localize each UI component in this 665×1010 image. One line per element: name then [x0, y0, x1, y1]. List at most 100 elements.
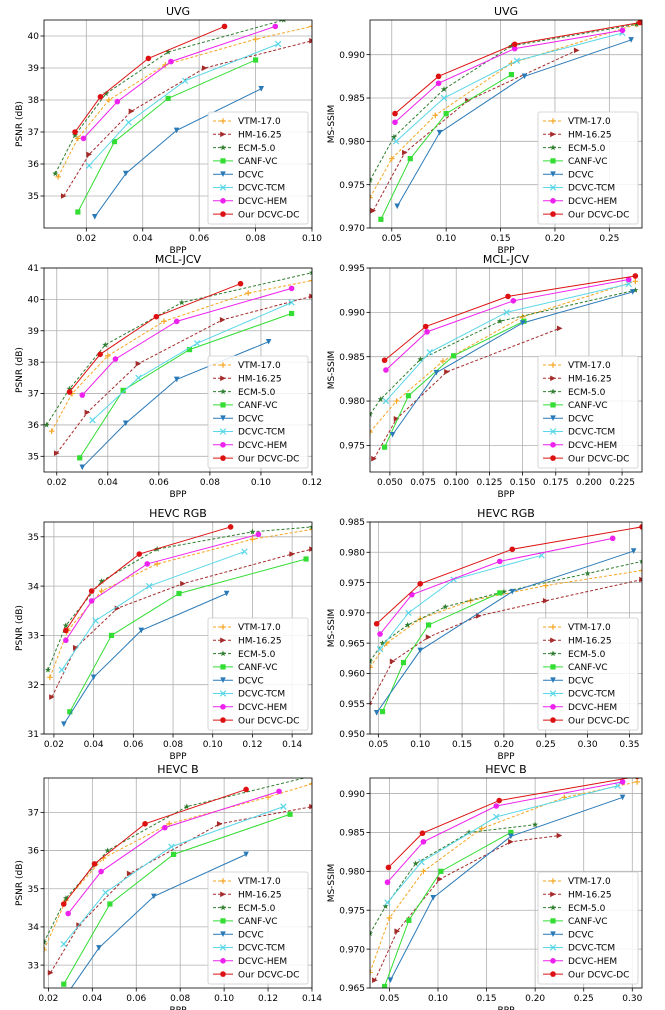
legend-canf-vc-marker: [220, 158, 226, 164]
legend-vtm-17-0-label: VTM-17.0: [238, 361, 281, 371]
series-dcvc-tcm-line: [88, 43, 279, 166]
series-our-dcvc-dc-marker: [381, 357, 388, 364]
series-our-dcvc-dc-line: [65, 526, 231, 631]
series-vtm-17-0-marker: [386, 915, 393, 921]
chart-title: HEVC RGB: [149, 507, 207, 520]
legend-canf-vc-marker: [550, 918, 556, 924]
legend-ecm-5-0-marker: [549, 144, 557, 151]
series-dcvc-tcm-marker: [614, 782, 621, 790]
series-ecm-5-0-marker: [466, 829, 473, 836]
series-dcvc-hem-marker: [493, 803, 500, 809]
series-dcvc-hem-line: [83, 25, 276, 139]
series-hm-16-25-marker: [72, 644, 79, 651]
series-dcvc-tcm-line: [61, 551, 245, 671]
legend: VTM-17.0 HM-16.25 ECM-5.0 CANF-VC DCVC DCVC-T…: [537, 617, 639, 731]
x-axis-label: BPP: [169, 490, 187, 500]
series-group: [44, 523, 312, 727]
series-canf-vc-marker: [438, 868, 444, 874]
legend-dcvc-tcm-label: DCVC-TCM: [568, 944, 615, 954]
series-dcvc-hem-marker: [276, 788, 282, 795]
legend-dcvc-label: DCVC: [238, 930, 264, 940]
legend-dcvc-tcm-label: DCVC-TCM: [238, 428, 285, 438]
series-canf-vc-line: [79, 313, 292, 459]
series-dcvc-tcm-marker: [60, 940, 67, 948]
series-dcvc-hem-marker: [384, 879, 391, 886]
chart-title: MCL-JCV: [155, 253, 202, 266]
series-vtm-17-0-marker: [252, 36, 259, 42]
series-dcvc-marker: [265, 338, 272, 345]
series-ecm-5-0-marker: [71, 132, 79, 138]
series-dcvc-marker: [628, 37, 634, 43]
legend-vtm-17-0-label: VTM-17.0: [568, 361, 611, 371]
series-hm-16-25-marker: [202, 65, 208, 71]
y-axis-label: MS-SSIM: [327, 105, 337, 144]
series-dcvc-tcm-marker: [625, 280, 632, 288]
series-vtm-17-0-marker: [105, 353, 111, 359]
legend-dcvc-hem-marker: [220, 958, 226, 964]
y-tick-label: 36: [28, 160, 40, 170]
series-vtm-17-0-marker: [48, 428, 55, 434]
y-tick-label: 0.975: [339, 181, 365, 191]
legend-vtm-17-0-label: VTM-17.0: [568, 117, 611, 127]
series-canf-vc-marker: [287, 811, 293, 817]
series-vtm-17-0-marker: [44, 947, 47, 953]
series-canf-vc-marker: [405, 393, 412, 399]
chart-panel-3: 0.02 0.04 0.06 0.08 0.10 0.12 35 36 37 38 39 40 41 MC…: [15, 253, 322, 500]
legend-dcvc-hem-label: DCVC-HEM: [238, 957, 287, 967]
x-tick-label: 0.08: [200, 478, 220, 488]
series-dcvc-hem-marker: [80, 135, 87, 142]
series-dcvc-tcm-marker: [288, 299, 295, 306]
legend: VTM-17.0 HM-16.25 ECM-5.0 CANF-VC DCVC DCVC-T…: [537, 871, 639, 985]
series-dcvc-marker: [151, 893, 157, 900]
series-dcvc-hem-line: [379, 537, 613, 635]
series-dcvc-marker: [63, 993, 69, 999]
x-tick-label: 0.20: [525, 994, 545, 1004]
series-dcvc-hem-line: [387, 781, 623, 883]
series-our-dcvc-dc-marker: [243, 786, 249, 793]
series-dcvc-hem-marker: [424, 329, 430, 335]
series-vtm-17-0-marker: [370, 429, 373, 435]
legend: VTM-17.0 HM-16.25 ECM-5.0 CANF-VC DCVC DCVC-T…: [537, 111, 639, 225]
legend-ecm-5-0-label: ECM-5.0: [238, 388, 276, 398]
series-our-dcvc-dc-marker: [237, 280, 244, 287]
series-ecm-5-0-marker: [370, 930, 374, 937]
series-vtm-17-0-marker: [166, 821, 173, 827]
x-tick-label: 0.25: [536, 740, 556, 750]
series-vtm-17-0-marker: [393, 398, 400, 404]
y-tick-label: 0.985: [339, 518, 365, 528]
series-vtm-17-0-marker: [106, 97, 112, 103]
series-dcvc-tcm-marker: [513, 57, 521, 64]
legend-dcvc-hem-marker: [220, 704, 226, 710]
x-tick-label: 0.06: [126, 994, 146, 1004]
series-our-dcvc-dc-marker: [142, 821, 148, 827]
series-hm-16-25-marker: [508, 838, 514, 845]
series-canf-vc-marker: [186, 347, 193, 353]
legend: VTM-17.0 HM-16.25 ECM-5.0 CANF-VC DCVC DCVC-T…: [207, 111, 309, 225]
series-ecm-5-0-marker: [103, 90, 110, 97]
series-hm-16-25-marker: [126, 870, 133, 877]
x-axis-label: BPP: [169, 246, 187, 256]
legend-our-dcvc-dc-marker: [550, 211, 556, 217]
series-dcvc-tcm-marker: [405, 609, 412, 617]
legend: VTM-17.0 HM-16.25 ECM-5.0 CANF-VC DCVC DCVC-T…: [207, 871, 309, 985]
legend-hm-16-25-marker: [550, 891, 556, 898]
legend-dcvc-marker: [550, 171, 556, 177]
series-dcvc-hem-marker: [377, 631, 383, 637]
legend-our-dcvc-dc-marker: [220, 717, 226, 723]
series-dcvc-hem-marker: [288, 285, 295, 292]
series-dcvc-hem-line: [385, 279, 629, 371]
series-dcvc-line: [392, 291, 633, 436]
legend-dcvc-hem-marker: [550, 704, 556, 710]
legend-dcvc-hem-label: DCVC-HEM: [238, 441, 287, 451]
series-dcvc-marker: [61, 721, 67, 727]
series-hm-16-25-marker: [309, 38, 312, 44]
y-axis-label: PSNR (dB): [15, 605, 25, 651]
series-ecm-5-0-marker: [442, 603, 449, 610]
series-vtm-17-0-marker: [154, 561, 160, 567]
series-vtm-17-0-marker: [432, 112, 439, 119]
legend-vtm-17-0-marker: [220, 362, 226, 368]
series-hm-16-25-marker: [389, 658, 396, 665]
legend-hm-16-25-label: HM-16.25: [568, 375, 612, 385]
x-tick-label: 0.20: [545, 234, 565, 244]
series-our-dcvc-dc-marker: [435, 73, 442, 80]
